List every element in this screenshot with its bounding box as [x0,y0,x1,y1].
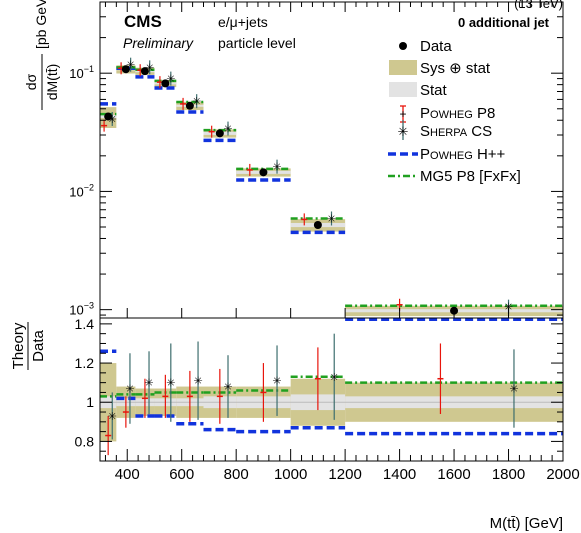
legend-powheg-p8-label: POWHEG P8 [420,105,495,122]
legend-entry-sherpa-cs: ✳ SHERPA CS [398,120,492,140]
legend-entry-powheg-p8: + POWHEG P8 [399,105,495,123]
x-tick-label-7: 1800 [492,466,525,483]
legend-data-marker [399,42,407,50]
legend-stat-label: Stat [420,82,448,99]
ratio-y-tick-label-1: 1 [86,394,94,410]
ratio-frame [99,317,564,462]
ratio-markers: ✳ ✳ ✳ ✳ ✳ ✳ ✳ ✳ ✳ [105,333,519,456]
x-tick-label-4: 1200 [328,466,361,483]
ratio-sherpa-marker-1: ✳ [125,384,134,396]
top-data-point-5 [215,129,224,138]
ratio-y-tick-label-2: 1.2 [75,355,95,371]
top-data-point-7 [313,220,322,229]
legend-data-label: Data [420,38,452,55]
top-data-point-3 [161,79,170,88]
x-tick-label-6: 1600 [437,466,470,483]
top-y-label: dσ dM(tt̄) [pb GeV-1] [23,0,60,110]
legend-sherpa-label: SHERPA CS [420,123,492,140]
top-ylabel-unit: [pb GeV-1] [32,0,49,49]
ratio-y-label: Theory Data [10,322,47,370]
top-y-tick-label-1: 10−2 [69,182,94,199]
top-sherpa-marker-5: ✳ [223,124,232,136]
top-sherpa-marker-3: ✳ [166,74,175,86]
top-ylabel-den: dM(tt̄) [44,64,60,101]
x-tick-label-5: 1400 [383,466,416,483]
x-tick-label-1: 600 [169,466,194,483]
legend-powheg-p8-marker: + [399,107,406,121]
top-y-tick-label-0: 10−1 [69,64,94,81]
legend-syst-label: Sys ⊕ stat [420,60,491,77]
top-sherpa-marker-6: ✳ [272,162,281,174]
header-right: (13 TeV) [514,0,563,11]
ratio-ylabel-den: Data [30,330,47,362]
ratio-sherpa-marker-7: ✳ [330,372,339,384]
top-data-point-1 [121,65,130,74]
top-uncertainty-bands [100,65,563,317]
category-label: 0 additional jet [458,15,550,30]
ratio-y-tick-label-0: 0.8 [75,433,95,449]
legend-entry-stat: Stat [389,82,448,99]
preliminary-label: Preliminary [123,35,194,51]
top-sherpa-marker-8: ✳ [504,302,513,314]
legend-entry-mg5-p8: MG5 P8 [FxFx] [388,168,521,185]
ratio-y-axis: 0.8 1 1.2 1.4 [75,316,563,452]
ratio-sherpa-marker-6: ✳ [272,376,281,388]
ratio-sherpa-marker-8: ✳ [509,384,518,396]
x-axis-label: M(tt̄) [GeV] [490,515,563,532]
channel-label: e/μ+jets [218,14,268,30]
top-sherpa-marker-0: ✳ [108,114,117,126]
legend: Data Sys ⊕ stat Stat + POWHEG P8 ✳ SHERP… [388,38,521,185]
top-data-point-2 [140,67,149,76]
legend-syst-swatch [389,60,417,75]
ratio-sherpa-marker-2: ✳ [144,378,153,390]
legend-entry-syst: Sys ⊕ stat [389,60,491,77]
top-markers: ✳ ✳ ✳ ✳ ✳ ✳ ✳ ✳ ✳ [101,57,513,315]
top-sherpa-marker-2: ✳ [145,62,154,74]
legend-entry-data: Data [399,38,452,55]
x-tick-label-8: 2000 [546,466,579,483]
top-sherpa-marker-4: ✳ [192,96,201,108]
top-data-point-6 [259,168,268,177]
legend-entry-powheg-hpp: POWHEG H++ [388,146,506,163]
legend-mg5-label: MG5 P8 [FxFx] [420,168,521,185]
top-sherpa-marker-7: ✳ [327,214,336,226]
ratio-sherpa-marker-3: ✳ [166,378,175,390]
x-tick-label-0: 400 [115,466,140,483]
ratio-sherpa-marker-5: ✳ [223,382,232,394]
x-tick-label-2: 800 [224,466,249,483]
top-data-point-4 [185,101,194,110]
top-sherpa-marker-1: ✳ [126,60,135,72]
ratio-sherpa-marker-4: ✳ [193,376,202,388]
ratio-prediction-lines [100,349,563,436]
top-ylabel-num: dσ [23,73,39,90]
level-label: particle level [218,35,296,51]
top-data-point-0 [104,112,113,121]
x-tick-label-3: 1000 [274,466,307,483]
legend-sherpa-marker: ✳ [398,124,409,139]
top-y-tick-label-2: 10−3 [69,301,94,318]
legend-powheg-hpp-label: POWHEG H++ [420,146,506,163]
ratio-ylabel-num: Theory [10,322,27,369]
x-axis: 400 600 800 1000 1200 1400 1600 1800 2000 [104,2,580,483]
ratio-y-tick-label-3: 1.4 [75,316,95,332]
cms-label: CMS [124,12,162,31]
ratio-sherpa-marker-0: ✳ [108,411,117,423]
legend-stat-swatch [389,82,417,97]
